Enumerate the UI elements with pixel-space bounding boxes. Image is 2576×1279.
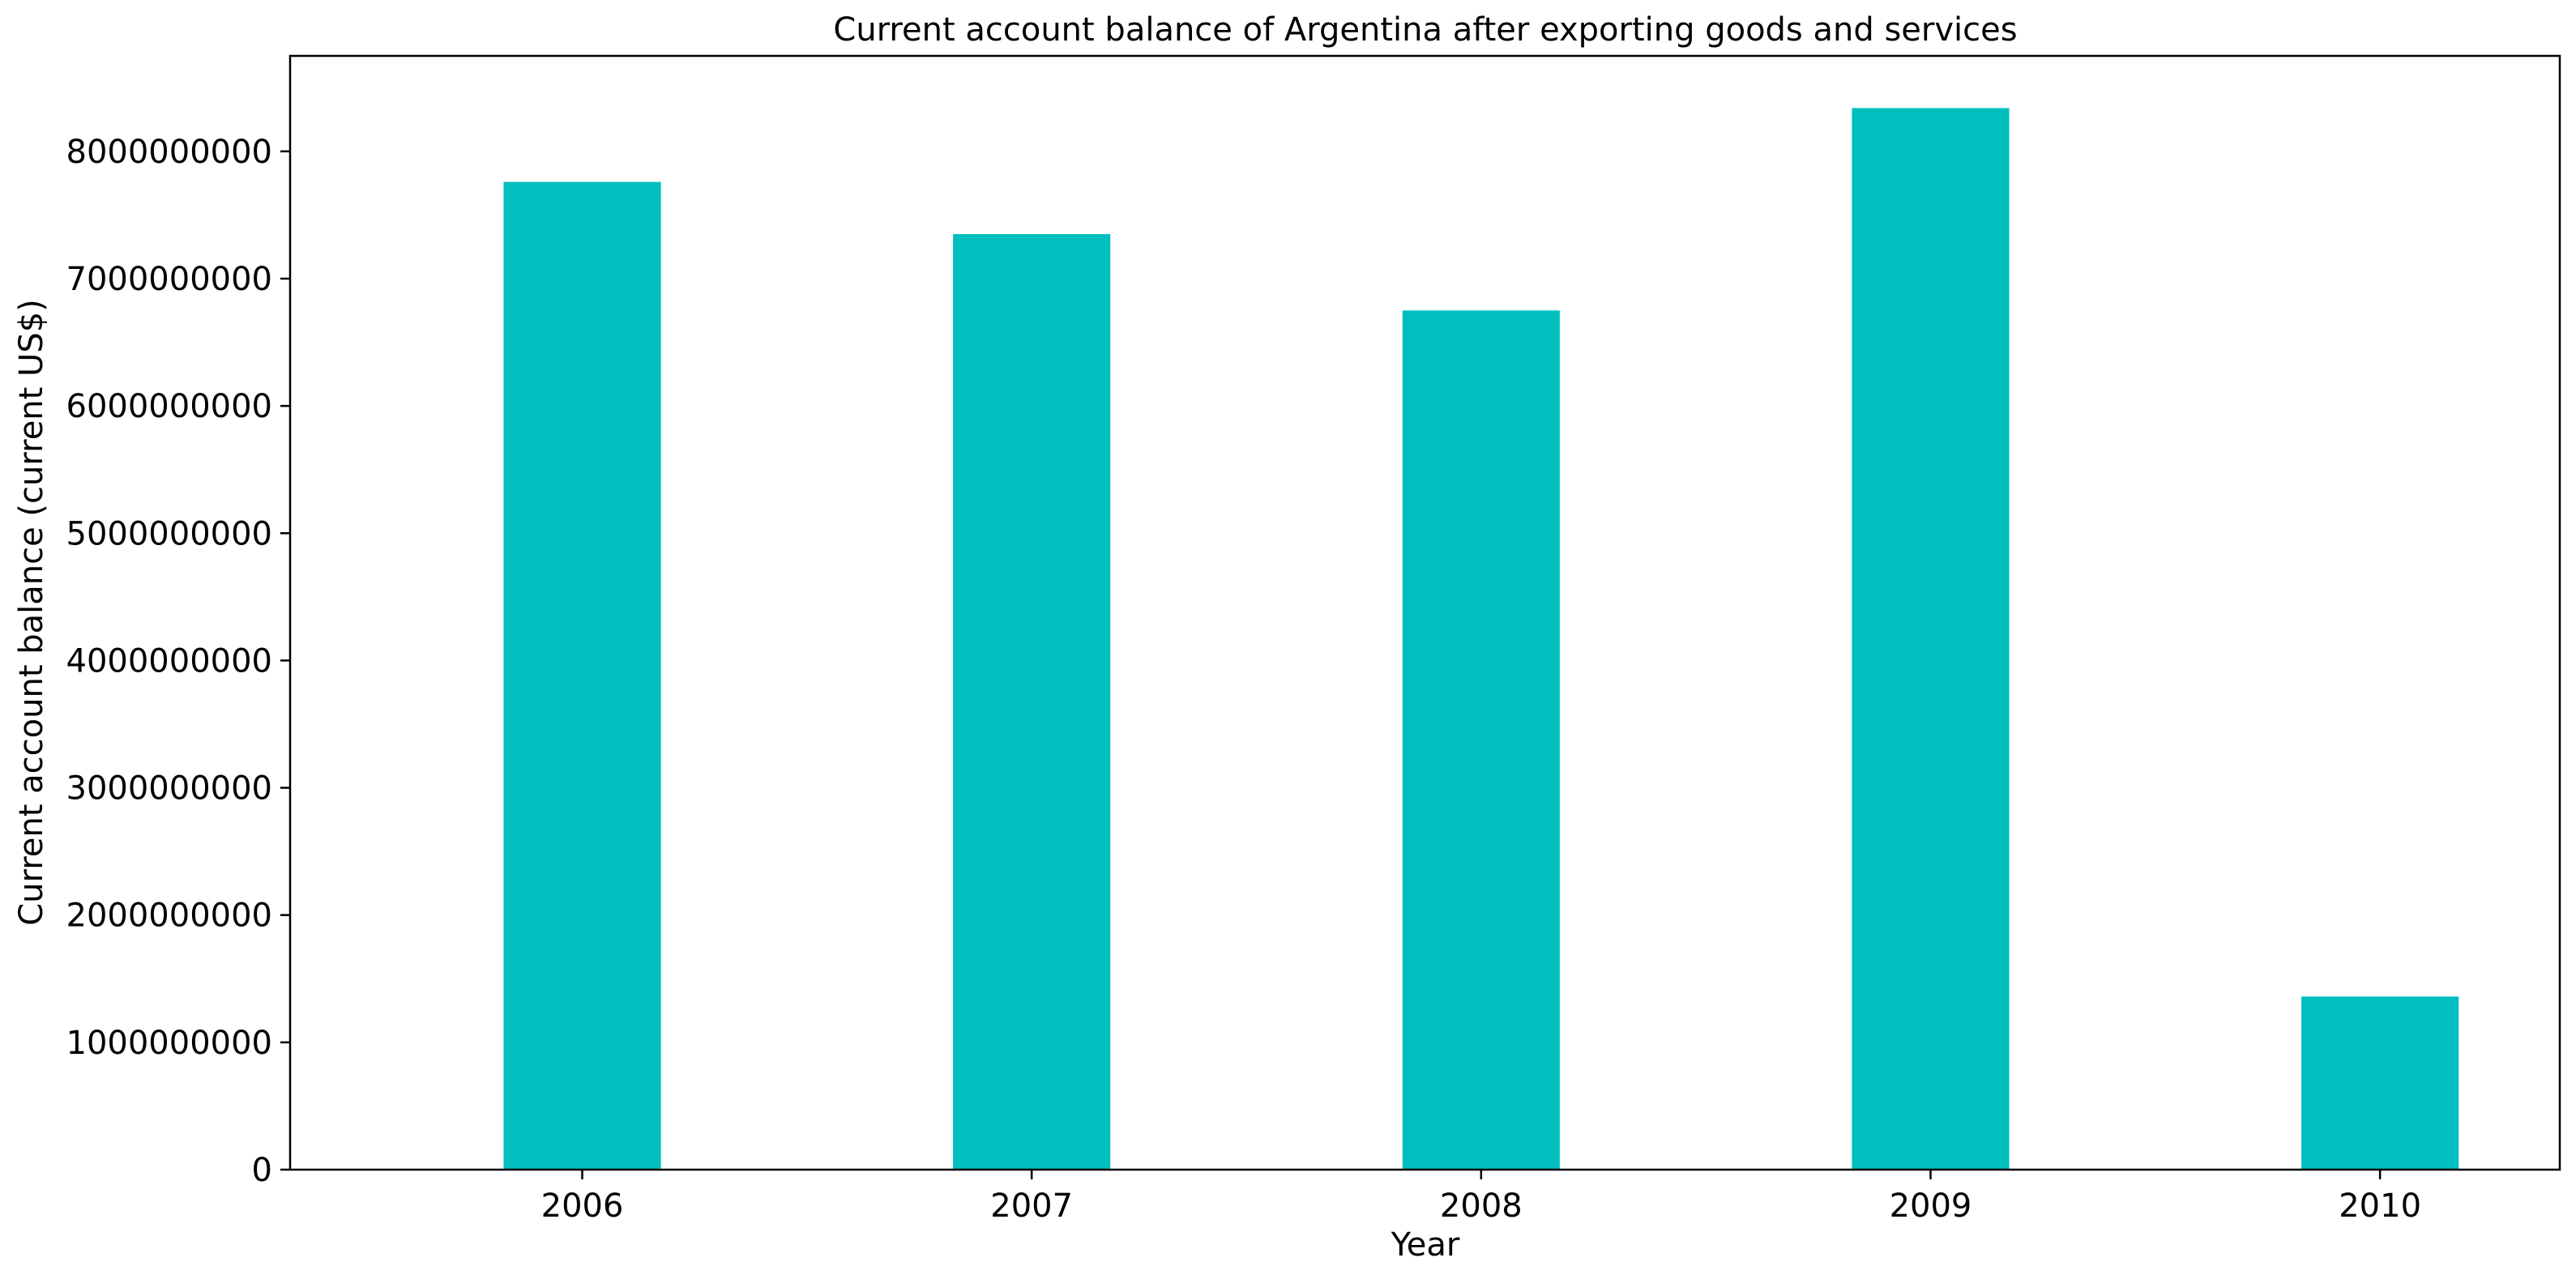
y-tick-label: 7000000000: [66, 261, 273, 298]
y-tick-label: 5000000000: [66, 515, 273, 552]
y-tick-label: 8000000000: [66, 134, 273, 171]
y-tick-label: 4000000000: [66, 642, 273, 680]
bar-2009: [1852, 108, 2010, 1170]
y-axis: 0 1000000000 2000000000 3000000000 400000000…: [66, 134, 290, 1189]
y-tick-label: 1000000000: [66, 1025, 273, 1062]
bar-2007: [953, 234, 1111, 1170]
bar-2006: [503, 181, 661, 1170]
x-tick-label: 2009: [1890, 1187, 1972, 1225]
y-tick-label: 2000000000: [66, 897, 273, 935]
bar-2010: [2301, 996, 2459, 1170]
bar-2008: [1402, 310, 1560, 1170]
bar-series: [503, 108, 2459, 1170]
plot-frame: [288, 54, 2561, 1171]
y-tick-label: 0: [252, 1152, 272, 1189]
chart-title: Current account balance of Argentina aft…: [833, 11, 2017, 49]
y-tick-label: 3000000000: [66, 770, 273, 808]
x-tick-label: 2007: [990, 1187, 1073, 1225]
y-axis-label: Current account balance (current US$): [13, 299, 50, 926]
x-tick-label: 2010: [2339, 1187, 2421, 1225]
x-tick-label: 2006: [541, 1187, 624, 1225]
x-tick-label: 2008: [1440, 1187, 1523, 1225]
y-tick-label: 6000000000: [66, 388, 273, 425]
x-axis-label: Year: [1391, 1226, 1460, 1264]
x-axis: 2006 2007 2008 2009 2010: [541, 1170, 2421, 1225]
